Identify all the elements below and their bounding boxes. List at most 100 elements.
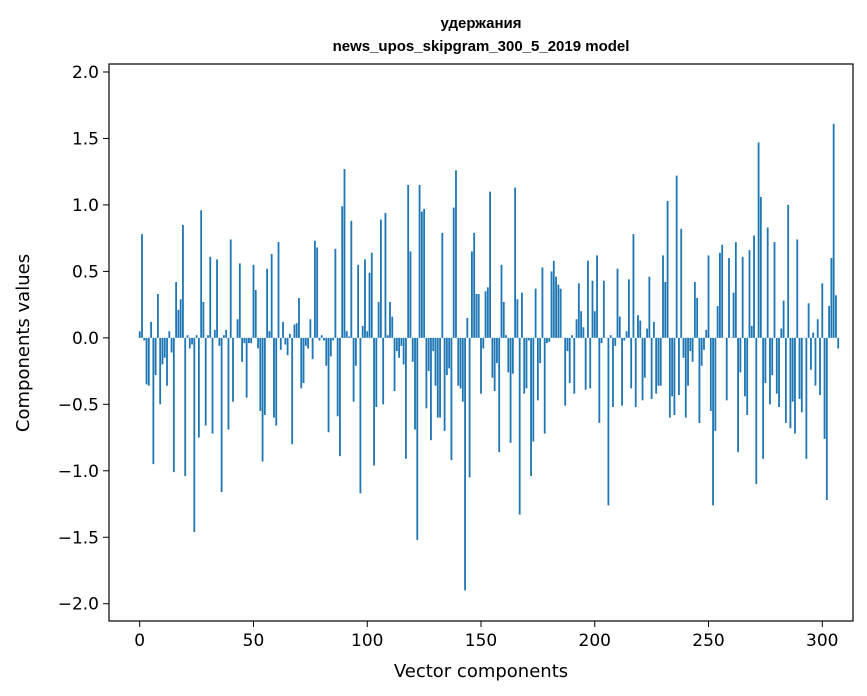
bar [389,301,391,338]
bar [334,248,337,338]
bar [609,335,612,338]
bar [564,337,567,406]
bar [493,337,496,392]
bar [621,337,623,406]
bar [154,337,157,376]
bar [580,311,583,338]
bar [279,337,282,350]
bar [179,299,182,338]
bar [566,337,569,352]
bar [257,337,259,349]
bar [714,337,717,431]
bar [794,337,796,434]
bar [648,276,651,338]
bar [423,208,426,338]
bar [716,305,719,338]
bar [411,337,414,362]
bar [218,337,221,346]
bar [314,240,316,338]
bar [345,331,348,338]
bar [348,336,350,338]
bar [589,337,592,389]
bar [311,337,314,360]
bar [532,337,535,442]
bar [207,335,209,338]
bar [791,337,794,402]
bar [202,301,205,338]
bar [466,317,469,338]
bar [514,187,517,338]
bar [516,299,519,338]
bar [602,280,605,338]
bar [507,337,510,373]
bar [498,337,501,453]
bar [147,337,150,386]
bar [614,337,617,346]
bar [293,324,296,338]
bar [400,337,403,346]
bar [744,337,746,397]
bar [277,242,280,338]
bar [591,280,594,338]
bar [805,337,808,459]
bar [232,337,234,402]
bar [596,255,598,338]
bar [810,337,812,370]
bar [819,337,821,396]
bar [172,337,175,473]
y-tick-label: 2.0 [72,63,99,83]
bar [470,251,473,338]
bar [273,337,275,418]
bar [486,287,489,338]
bar [657,337,660,386]
x-tick-label: 250 [692,631,724,651]
bar [800,337,803,413]
bar [678,337,680,396]
bar [327,337,330,433]
bar [434,337,437,386]
bar [427,337,430,372]
bar [523,337,526,394]
bar [505,335,507,338]
bar [275,337,278,426]
bar [336,337,339,417]
bar [393,337,396,392]
bar [712,337,714,506]
bar [571,335,573,338]
bar [254,289,257,338]
bar [684,337,687,418]
bar [543,337,546,434]
bar [607,337,610,506]
bar [366,331,369,338]
bar [491,337,494,378]
bar [748,250,751,338]
bar [582,327,585,338]
bar [213,329,216,338]
bar [625,331,628,338]
bar [236,319,239,338]
bar [587,260,589,338]
bar [407,184,410,338]
bar [425,337,428,409]
bar [662,255,664,338]
bar [177,309,180,338]
bar [577,283,580,338]
bar [211,337,214,434]
bar [750,325,753,338]
bar [480,337,482,394]
bar [243,337,246,344]
bar [418,184,421,338]
bar [414,337,416,430]
y-tick-label: −0.5 [58,395,99,415]
bar [357,264,360,338]
bar [168,331,171,338]
bar [159,337,162,405]
bar [184,337,187,477]
x-tick-label: 150 [465,631,497,651]
bar [450,337,453,461]
bar [459,337,462,389]
bar [787,204,790,338]
bar [325,337,328,366]
bar [773,242,776,338]
bar [691,337,694,362]
